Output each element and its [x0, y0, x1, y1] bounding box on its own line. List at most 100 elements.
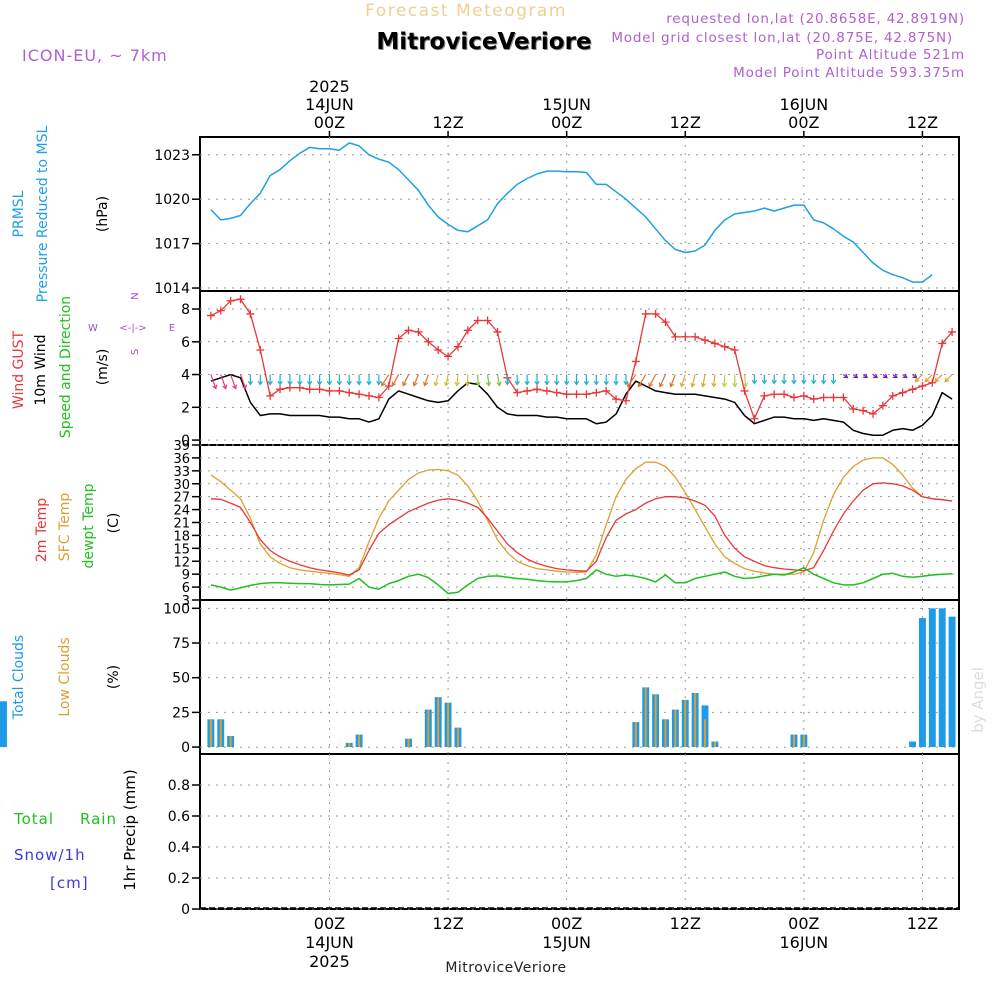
- wind-direction-arrowhead: [326, 380, 333, 386]
- gust-marker: [869, 409, 878, 418]
- gust-marker: [809, 395, 818, 404]
- wind-direction-arrowhead: [679, 382, 685, 388]
- gust-marker: [473, 316, 482, 325]
- wind-direction-arrow: [445, 374, 449, 386]
- wind-direction-arrowhead: [212, 384, 218, 390]
- wind-direction-arrowhead: [669, 382, 675, 388]
- compass-rose: W E N S <-|->: [88, 292, 175, 355]
- wind-direction-arrowhead: [863, 373, 869, 379]
- top-time-label: 00Z: [551, 113, 582, 132]
- wind-direction-arrowhead: [583, 380, 590, 386]
- clouds-frame: [199, 599, 960, 755]
- wind-direction-arrowhead: [912, 373, 918, 379]
- low-clouds-bar: [209, 719, 212, 748]
- gust-marker: [701, 336, 710, 345]
- wind-direction-arrowhead: [277, 380, 283, 386]
- low-clouds-bar: [358, 734, 361, 748]
- compass-north: N: [130, 292, 141, 299]
- low-clouds-bar: [437, 697, 440, 748]
- model-label: ICON-EU, ~ 7km: [22, 46, 168, 65]
- wind-direction-arrowhead: [882, 373, 888, 379]
- wind-direction-arrow: [220, 374, 227, 389]
- wind-direction-arrowhead: [658, 382, 664, 388]
- temp-ytick-label: 9: [182, 568, 190, 583]
- wind-speed-line: [210, 373, 953, 436]
- pressure-unit-label: (hPa): [95, 196, 111, 232]
- gust-marker: [888, 391, 897, 400]
- wind-direction-arrowhead: [376, 380, 382, 386]
- gust-marker: [582, 390, 591, 399]
- wind-direction-arrow: [230, 374, 237, 389]
- gust-marker: [819, 393, 828, 402]
- gust-marker: [720, 342, 729, 351]
- pressure-frame: [199, 136, 960, 292]
- compass-arrows: <-|->: [119, 323, 146, 334]
- point-altitude: Point Altitude 521m: [816, 47, 965, 63]
- temp-ytick-label: 21: [173, 517, 190, 532]
- wind-direction-arrow: [670, 374, 676, 387]
- wind-direction-arrowhead: [554, 380, 560, 386]
- wind-direction-arrowhead: [381, 381, 386, 387]
- temp-unit-label: (C): [106, 513, 122, 534]
- low-clouds-bar: [447, 702, 450, 748]
- precip-grid: 0 0.2 0.4 0.6 0.8: [168, 754, 959, 918]
- clouds-ytick-label: 75: [172, 636, 190, 652]
- bottom-time-label: 2025: [309, 952, 350, 971]
- wind-direction-arrowhead: [496, 381, 502, 387]
- wind-direction-arrow: [924, 374, 933, 382]
- gust-marker: [681, 332, 690, 341]
- gust-marker: [592, 388, 601, 397]
- gust-marker: [463, 326, 472, 335]
- low-clouds-bar: [654, 694, 657, 748]
- temp-2m-line: [210, 482, 953, 576]
- bottom-time-label: 00Z: [551, 914, 582, 933]
- gust-marker: [493, 327, 502, 336]
- wind-direction-arrowhead: [241, 384, 247, 390]
- gust-marker: [621, 396, 630, 405]
- compass-east: E: [169, 323, 175, 334]
- wind-direction-arrowhead: [356, 380, 362, 386]
- wind-direction-arrow: [477, 374, 479, 386]
- wind-direction-arrowhead: [853, 373, 859, 379]
- gust-marker: [552, 388, 561, 397]
- low-clouds-bar: [348, 742, 351, 748]
- wind-direction-arrow: [413, 374, 419, 386]
- pressure-ytick-label: 1020: [154, 192, 190, 208]
- wind-direction-arrow: [210, 374, 217, 389]
- gust-marker: [760, 391, 769, 400]
- location-title: MitroviceVeriore: [376, 29, 591, 55]
- temp-ytick-label: 30: [173, 478, 190, 493]
- precip-ytick-label: 0.4: [168, 840, 190, 856]
- low-clouds-bar: [229, 735, 232, 748]
- wind-direction-arrow: [456, 374, 459, 386]
- pressure-ytick-label: 1023: [154, 148, 190, 164]
- wind-direction-arrowhead: [391, 381, 397, 387]
- wind-direction-arrowhead: [366, 380, 372, 386]
- gust-marker: [513, 388, 522, 397]
- temp-ytick-label: 27: [173, 491, 190, 506]
- wind-unit-label: (m/s): [95, 349, 111, 386]
- gust-marker: [305, 385, 314, 394]
- top-time-label: 12Z: [432, 113, 463, 132]
- wind-direction-arrow: [424, 374, 429, 386]
- wind-direction-arrowhead: [564, 380, 570, 386]
- wind-direction-arrowhead: [267, 380, 273, 386]
- wind-direction-arrowhead: [603, 380, 609, 386]
- precip-panel: 0 0.2 0.4 0.6 0.8: [168, 753, 960, 918]
- gust-marker: [374, 393, 383, 402]
- total-clouds-bar: [948, 616, 956, 748]
- bottom-time-label: 16JUN: [779, 933, 828, 952]
- top-time-label: 2025: [309, 77, 350, 96]
- low-clouds-bar: [704, 719, 707, 748]
- wind-direction-arrowhead: [222, 384, 228, 390]
- low-clouds-bar: [644, 687, 647, 748]
- temp-ytick-label: 18: [173, 529, 190, 544]
- wind-direction-arrowhead: [801, 379, 807, 385]
- gust-marker: [315, 385, 324, 394]
- gust-marker: [246, 309, 255, 318]
- wind-direction-arrowhead: [412, 381, 418, 387]
- gust-marker: [740, 386, 749, 395]
- gust-marker: [216, 306, 225, 315]
- wind-direction-arrowhead: [544, 380, 550, 386]
- sfc-temp-line: [210, 457, 953, 577]
